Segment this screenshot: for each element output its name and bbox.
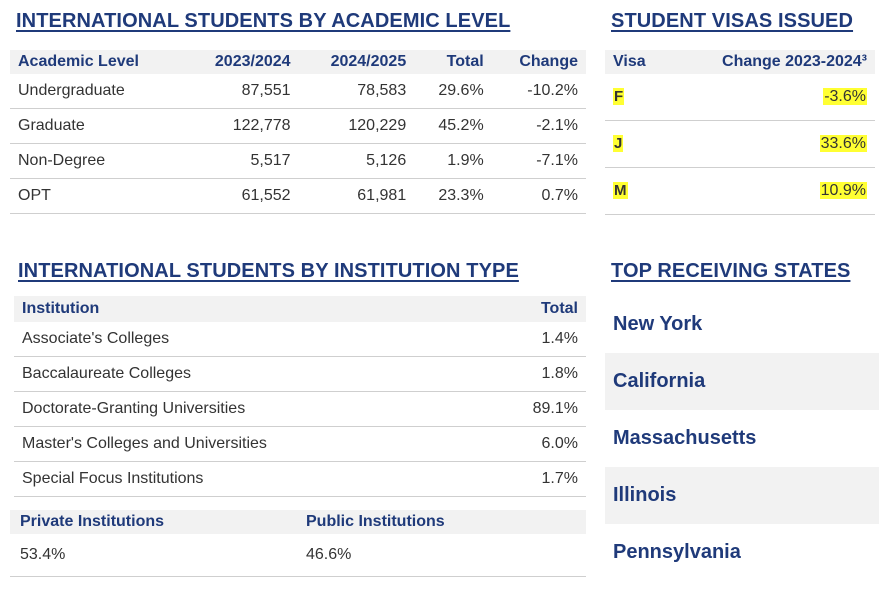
table-row: Non-Degree 5,517 5,126 1.9% -7.1% — [10, 143, 586, 179]
top-states-title: TOP RECEIVING STATES — [611, 260, 851, 282]
institution-total: 89.1% — [477, 391, 586, 427]
value-change: -10.2% — [491, 74, 586, 109]
student-visas-table: Visa Change 2023-2024³ F -3.6% J 33.6% M… — [605, 50, 875, 215]
col-institution-total: Total — [477, 296, 586, 322]
col-visa: Visa — [605, 50, 668, 74]
institution-name: Special Focus Institutions — [14, 461, 478, 497]
value-2024-2025: 120,229 — [298, 108, 415, 144]
list-item: Massachusetts — [613, 427, 757, 449]
visa-change: -3.6% — [823, 88, 867, 105]
visa-change: 10.9% — [819, 182, 867, 199]
institution-name: Doctorate-Granting Universities — [14, 391, 478, 427]
value-2024-2025: 5,126 — [298, 143, 415, 179]
academic-level-title: INTERNATIONAL STUDENTS BY ACADEMIC LEVEL — [16, 10, 511, 32]
value-total: 45.2% — [414, 108, 492, 144]
table-row: F -3.6% — [605, 74, 875, 121]
value-2023-2024: 61,552 — [182, 178, 299, 214]
value-total: 1.9% — [414, 143, 492, 179]
academic-level-name: Graduate — [10, 108, 183, 144]
value-change: -7.1% — [491, 143, 586, 179]
table-row: Special Focus Institutions 1.7% — [14, 461, 586, 497]
table-header-row: Academic Level 2023/2024 2024/2025 Total… — [10, 50, 586, 74]
private-institutions-value: 53.4% — [20, 546, 66, 563]
institution-total: 6.0% — [477, 426, 586, 462]
visa-type: J — [613, 135, 624, 152]
value-2024-2025: 61,981 — [298, 178, 415, 214]
table-header-row: Visa Change 2023-2024³ — [605, 50, 875, 74]
col-change: Change — [491, 50, 586, 74]
academic-level-name: Undergraduate — [10, 74, 183, 109]
table-row: M 10.9% — [605, 167, 875, 215]
col-total: Total — [414, 50, 492, 74]
ownership-header: Private Institutions Public Institutions — [10, 510, 586, 534]
col-2023-2024: 2023/2024 — [182, 50, 299, 74]
value-2024-2025: 78,583 — [298, 74, 415, 109]
list-item: California — [605, 353, 879, 410]
institution-total: 1.8% — [477, 356, 586, 392]
academic-level-table: Academic Level 2023/2024 2024/2025 Total… — [10, 50, 586, 214]
col-visa-change: Change 2023-2024³ — [667, 50, 875, 74]
institution-total: 1.4% — [477, 322, 586, 357]
table-header-row: Institution Total — [14, 296, 586, 322]
list-item: Pennsylvania — [613, 541, 741, 563]
table-row: Master's Colleges and Universities 6.0% — [14, 426, 586, 462]
value-total: 29.6% — [414, 74, 492, 109]
table-row: J 33.6% — [605, 120, 875, 168]
institution-type-title: INTERNATIONAL STUDENTS BY INSTITUTION TY… — [18, 260, 519, 282]
student-visas-title: STUDENT VISAS ISSUED — [611, 10, 854, 32]
value-change: 0.7% — [491, 178, 586, 214]
public-institutions-value: 46.6% — [306, 546, 352, 563]
top-states-list: New York California Massachusetts Illino… — [605, 296, 879, 581]
academic-level-name: Non-Degree — [10, 143, 183, 179]
visa-type: M — [613, 182, 628, 199]
visa-type: F — [613, 88, 625, 105]
visa-change: 33.6% — [819, 135, 867, 152]
table-row: Baccalaureate Colleges 1.8% — [14, 356, 586, 392]
col-academic-level: Academic Level — [10, 50, 183, 74]
value-total: 23.3% — [414, 178, 492, 214]
col-2024-2025: 2024/2025 — [298, 50, 415, 74]
institution-name: Baccalaureate Colleges — [14, 356, 478, 392]
institution-total: 1.7% — [477, 461, 586, 497]
academic-level-name: OPT — [10, 178, 183, 214]
institution-type-table: Institution Total Associate's Colleges 1… — [14, 296, 586, 497]
col-institution: Institution — [14, 296, 478, 322]
value-2023-2024: 87,551 — [182, 74, 299, 109]
value-change: -2.1% — [491, 108, 586, 144]
table-row: Undergraduate 87,551 78,583 29.6% -10.2% — [10, 74, 586, 109]
table-row: Associate's Colleges 1.4% — [14, 322, 586, 357]
institution-name: Associate's Colleges — [14, 322, 478, 357]
table-row: Doctorate-Granting Universities 89.1% — [14, 391, 586, 427]
list-item: Illinois — [605, 467, 879, 524]
list-item: New York — [613, 313, 703, 335]
ownership-values: 53.4% 46.6% — [10, 534, 586, 577]
table-row: OPT 61,552 61,981 23.3% 0.7% — [10, 178, 586, 214]
institution-name: Master's Colleges and Universities — [14, 426, 478, 462]
public-institutions-label: Public Institutions — [306, 513, 445, 530]
table-row: Graduate 122,778 120,229 45.2% -2.1% — [10, 108, 586, 144]
value-2023-2024: 122,778 — [182, 108, 299, 144]
value-2023-2024: 5,517 — [182, 143, 299, 179]
private-institutions-label: Private Institutions — [20, 513, 165, 530]
